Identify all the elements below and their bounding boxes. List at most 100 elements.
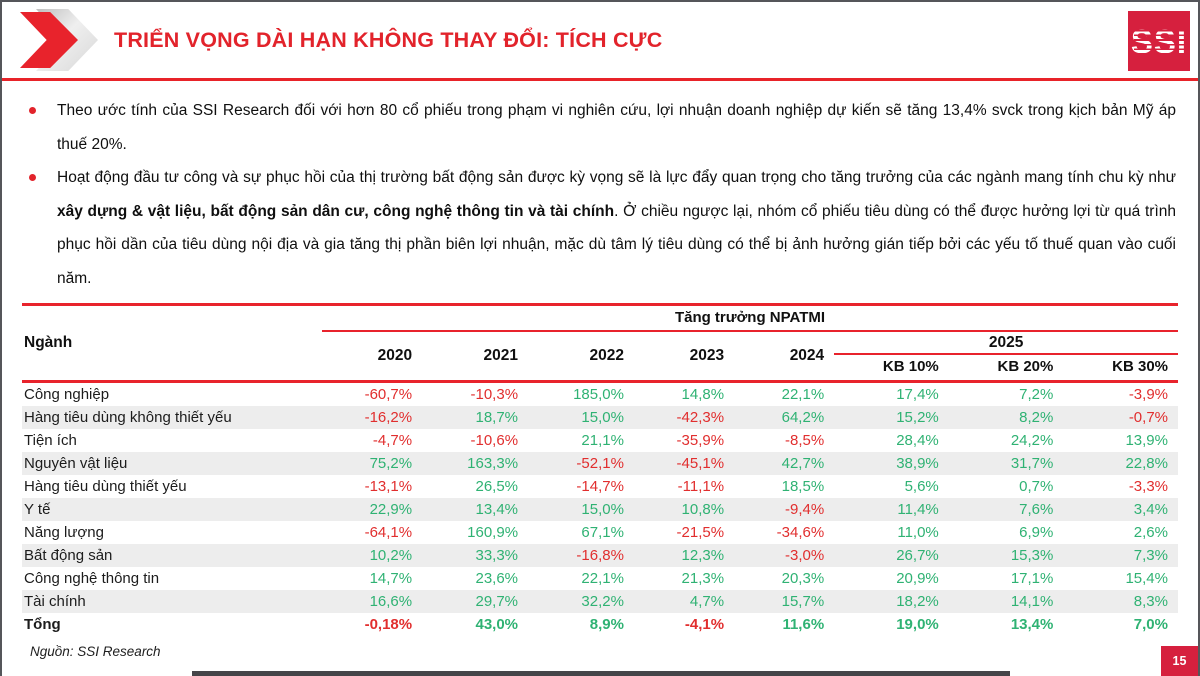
value-cell: 23,6% (475, 570, 519, 587)
table-row: Năng lượng -64,1% 160,9% 67,1% -21,5% -34,6% 1… (22, 521, 1178, 544)
value-cell: -0,18% (364, 616, 413, 633)
col-header-2024: 2024 (734, 331, 835, 383)
source-note: Nguồn: SSI Research (30, 644, 161, 659)
table-row: Hàng tiêu dùng không thiết yếu -16,2% 18,7… (22, 406, 1178, 429)
value-cell: 22,9% (369, 501, 413, 518)
value-cell: -42,3% (676, 409, 725, 426)
value-cell: 12,3% (681, 547, 725, 564)
value-cell: -3,0% (784, 547, 825, 564)
value-cell: -14,7% (576, 478, 624, 495)
value-cell: 14,7% (369, 570, 413, 587)
col-header-2020: 2020 (322, 331, 423, 383)
value-cell: 15,0% (581, 501, 624, 518)
value-cell: 13,4% (475, 501, 519, 518)
value-cell: 4,7% (689, 593, 725, 610)
bullet-marker-icon (29, 107, 36, 114)
table-row: Tài chính 16,6% 29,7% 32,2% 4,7% 15,7% 18,2% 14… (22, 590, 1178, 613)
table-row: Bất động sản 10,2% 33,3% -16,8% 12,3% -3,0% 26… (22, 544, 1178, 567)
table-scenario-header-row: KB 10% KB 20% KB 30% (22, 354, 1178, 383)
value-cell: 163,3% (467, 455, 519, 472)
value-cell: 5,6% (904, 478, 939, 495)
value-cell: 19,0% (896, 616, 939, 633)
sector-table-wrap: Ngành Tăng trưởng NPATMI 2020 2021 2022 … (22, 303, 1178, 636)
value-cell: 20,3% (781, 570, 825, 587)
value-cell: -34,6% (776, 524, 825, 541)
value-cell: -3,3% (1128, 478, 1168, 495)
table-row: Công nghiệp -60,7% -10,3% 185,0% 14,8% 22,1% 1… (22, 382, 1178, 407)
table-row: Y tế 22,9% 13,4% 15,0% 10,8% -9,4% 11,4% 7,6% 3,… (22, 498, 1178, 521)
sector-name-cell: Hàng tiêu dùng thiết yếu (24, 478, 187, 495)
value-cell: 18,5% (781, 478, 825, 495)
sector-name-cell: Tổng (24, 616, 61, 633)
value-cell: 22,1% (781, 386, 825, 403)
sector-column-header: Ngành (22, 304, 322, 383)
value-cell: -4,1% (684, 616, 725, 633)
value-cell: 20,9% (896, 570, 939, 587)
ssi-logo: SSI (1128, 11, 1190, 71)
value-cell: 26,7% (896, 547, 939, 564)
page-title: TRIỂN VỌNG DÀI HẠN KHÔNG THAY ĐỔI: TÍCH … (114, 27, 663, 52)
col-header-2021: 2021 (422, 331, 529, 383)
value-cell: 15,3% (1010, 547, 1054, 564)
value-cell: 15,0% (581, 409, 624, 426)
value-cell: 7,3% (1133, 547, 1168, 564)
value-cell: -10,6% (470, 432, 519, 449)
value-cell: -21,5% (676, 524, 725, 541)
value-cell: 8,3% (1133, 593, 1168, 610)
col-header-2023: 2023 (633, 331, 735, 383)
table-year-header-row: 2020 2021 2022 2023 2024 2025 (22, 331, 1178, 383)
value-cell: 33,3% (475, 547, 519, 564)
value-cell: 26,5% (475, 478, 519, 495)
sector-name-cell: Nguyên vật liệu (24, 455, 128, 472)
value-cell: 185,0% (573, 386, 624, 403)
value-cell: 21,3% (681, 570, 725, 587)
value-cell: 42,7% (781, 455, 825, 472)
table-group-header: Tăng trưởng NPATMI (322, 304, 1178, 332)
value-cell: 67,1% (581, 524, 624, 541)
bottom-bar (192, 671, 1010, 676)
bullet-item: Hoạt động đầu tư công và sự phục hồi của… (2, 161, 1190, 295)
value-cell: 28,4% (896, 432, 939, 449)
value-cell: 13,4% (1010, 616, 1054, 633)
bullet-text-bold: xây dựng & vật liệu, bất động sản dân cư… (57, 202, 615, 220)
value-cell: 8,9% (589, 616, 624, 633)
bullet-text-post: . Ở chiều ngược lại, nhóm cổ phiếu tiêu … (57, 202, 1176, 287)
chevron-icon (20, 9, 100, 71)
value-cell: 11,4% (897, 501, 939, 518)
ssi-logo-text: SSI (1130, 22, 1188, 60)
value-cell: -35,9% (676, 432, 725, 449)
value-cell: 3,4% (1133, 501, 1168, 518)
table-body: Công nghiệp -60,7% -10,3% 185,0% 14,8% 22,1% 1… (22, 382, 1178, 637)
value-cell: 15,7% (781, 593, 825, 610)
sector-name-cell: Công nghiệp (24, 386, 110, 403)
value-cell: 75,2% (369, 455, 413, 472)
table-row: Hàng tiêu dùng thiết yếu -13,1% 26,5% -14,7… (22, 475, 1178, 498)
value-cell: 11,6% (782, 616, 825, 633)
col-header-2022: 2022 (528, 331, 634, 383)
value-cell: 7,2% (1019, 386, 1054, 403)
value-cell: -8,5% (784, 432, 825, 449)
value-cell: -60,7% (364, 386, 413, 403)
value-cell: 16,6% (369, 593, 413, 610)
value-cell: 2,6% (1133, 524, 1168, 541)
sector-name-cell: Năng lượng (24, 524, 104, 541)
col-header-2025: 2025 (834, 331, 1178, 355)
value-cell: 7,6% (1019, 501, 1054, 518)
value-cell: -45,1% (676, 455, 725, 472)
sector-table: Ngành Tăng trưởng NPATMI 2020 2021 2022 … (22, 303, 1178, 636)
value-cell: 43,0% (475, 616, 519, 633)
table-group-header-row: Ngành Tăng trưởng NPATMI (22, 304, 1178, 383)
bullet-list: Theo ước tính của SSI Research đối với h… (2, 81, 1198, 295)
value-cell: -10,3% (470, 386, 519, 403)
page-number-badge: 15 (1161, 646, 1198, 676)
value-cell: 22,8% (1125, 455, 1168, 472)
value-cell: -52,1% (576, 455, 624, 472)
value-cell: -0,7% (1128, 409, 1168, 426)
value-cell: -11,1% (677, 478, 725, 495)
value-cell: -16,8% (576, 547, 624, 564)
value-cell: 38,9% (896, 455, 939, 472)
total-row: Tổng -0,18% 43,0% 8,9% -4,1% 11,6% 19,0% 13,4% 7… (22, 613, 1178, 636)
bullet-item: Theo ước tính của SSI Research đối với h… (2, 94, 1190, 161)
value-cell: 160,9% (467, 524, 519, 541)
